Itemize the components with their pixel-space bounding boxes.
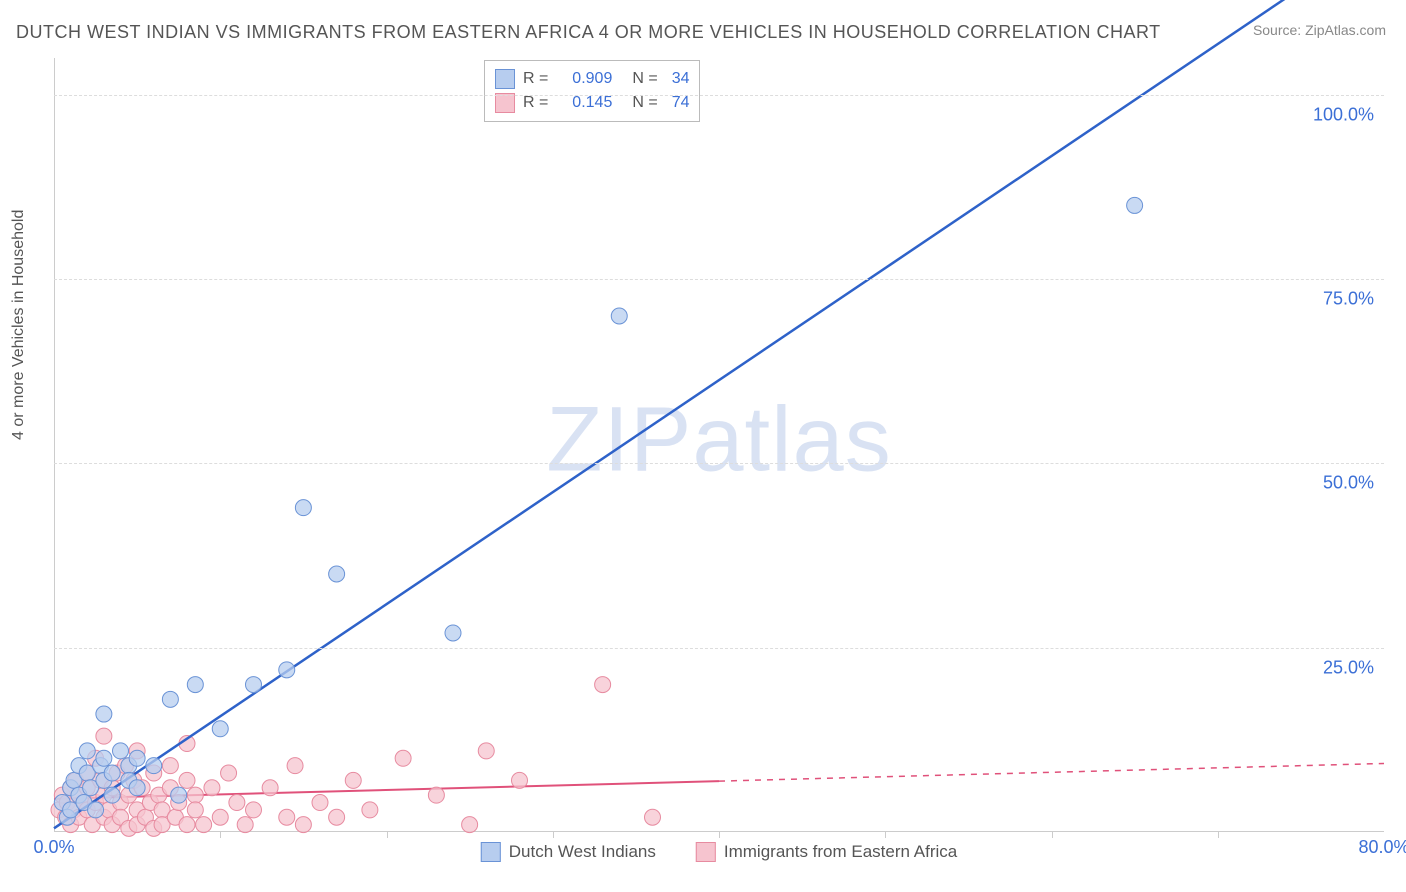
source-label: Source: ZipAtlas.com (1253, 22, 1386, 38)
series-legend-item: Immigrants from Eastern Africa (696, 842, 957, 862)
gridline-h (54, 463, 1384, 464)
legend-swatch (495, 69, 515, 89)
legend-swatch (495, 93, 515, 113)
legend-swatch (696, 842, 716, 862)
y-tick-label: 25.0% (1323, 657, 1374, 678)
x-tick-mark (220, 832, 221, 838)
x-tick-label: 80.0% (1358, 837, 1406, 858)
y-tick-label: 100.0% (1313, 104, 1374, 125)
x-tick-mark (1052, 832, 1053, 838)
x-tick-mark (387, 832, 388, 838)
chart-title: DUTCH WEST INDIAN VS IMMIGRANTS FROM EAS… (16, 22, 1161, 43)
gridline-h (54, 95, 1384, 96)
gridline-h (54, 648, 1384, 649)
x-tick-mark (1218, 832, 1219, 838)
legend-r-value: 0.909 (556, 67, 612, 91)
legend-n-value: 34 (672, 67, 690, 91)
legend-swatch (481, 842, 501, 862)
correlation-legend: R = 0.909 N = 34 R = 0.145 N = 74 (484, 60, 700, 122)
x-tick-mark (719, 832, 720, 838)
x-tick-label: 0.0% (33, 837, 74, 858)
plot-svg (54, 58, 1384, 832)
legend-row: R = 0.909 N = 34 (495, 67, 689, 91)
series-name: Dutch West Indians (509, 842, 656, 862)
y-tick-label: 75.0% (1323, 289, 1374, 310)
series-legend: Dutch West Indians Immigrants from Easter… (481, 842, 957, 862)
y-tick-label: 50.0% (1323, 473, 1374, 494)
legend-r-label: R = (523, 67, 548, 91)
series-legend-item: Dutch West Indians (481, 842, 656, 862)
plot-area: ZIPatlas R = 0.909 N = 34 R = 0.145 N = … (54, 58, 1384, 832)
y-axis-label: 4 or more Vehicles in Household (10, 210, 28, 440)
series-name: Immigrants from Eastern Africa (724, 842, 957, 862)
x-tick-mark (885, 832, 886, 838)
x-tick-mark (553, 832, 554, 838)
gridline-h (54, 279, 1384, 280)
chart-container: DUTCH WEST INDIAN VS IMMIGRANTS FROM EAS… (0, 0, 1406, 892)
legend-n-label: N = (632, 67, 657, 91)
